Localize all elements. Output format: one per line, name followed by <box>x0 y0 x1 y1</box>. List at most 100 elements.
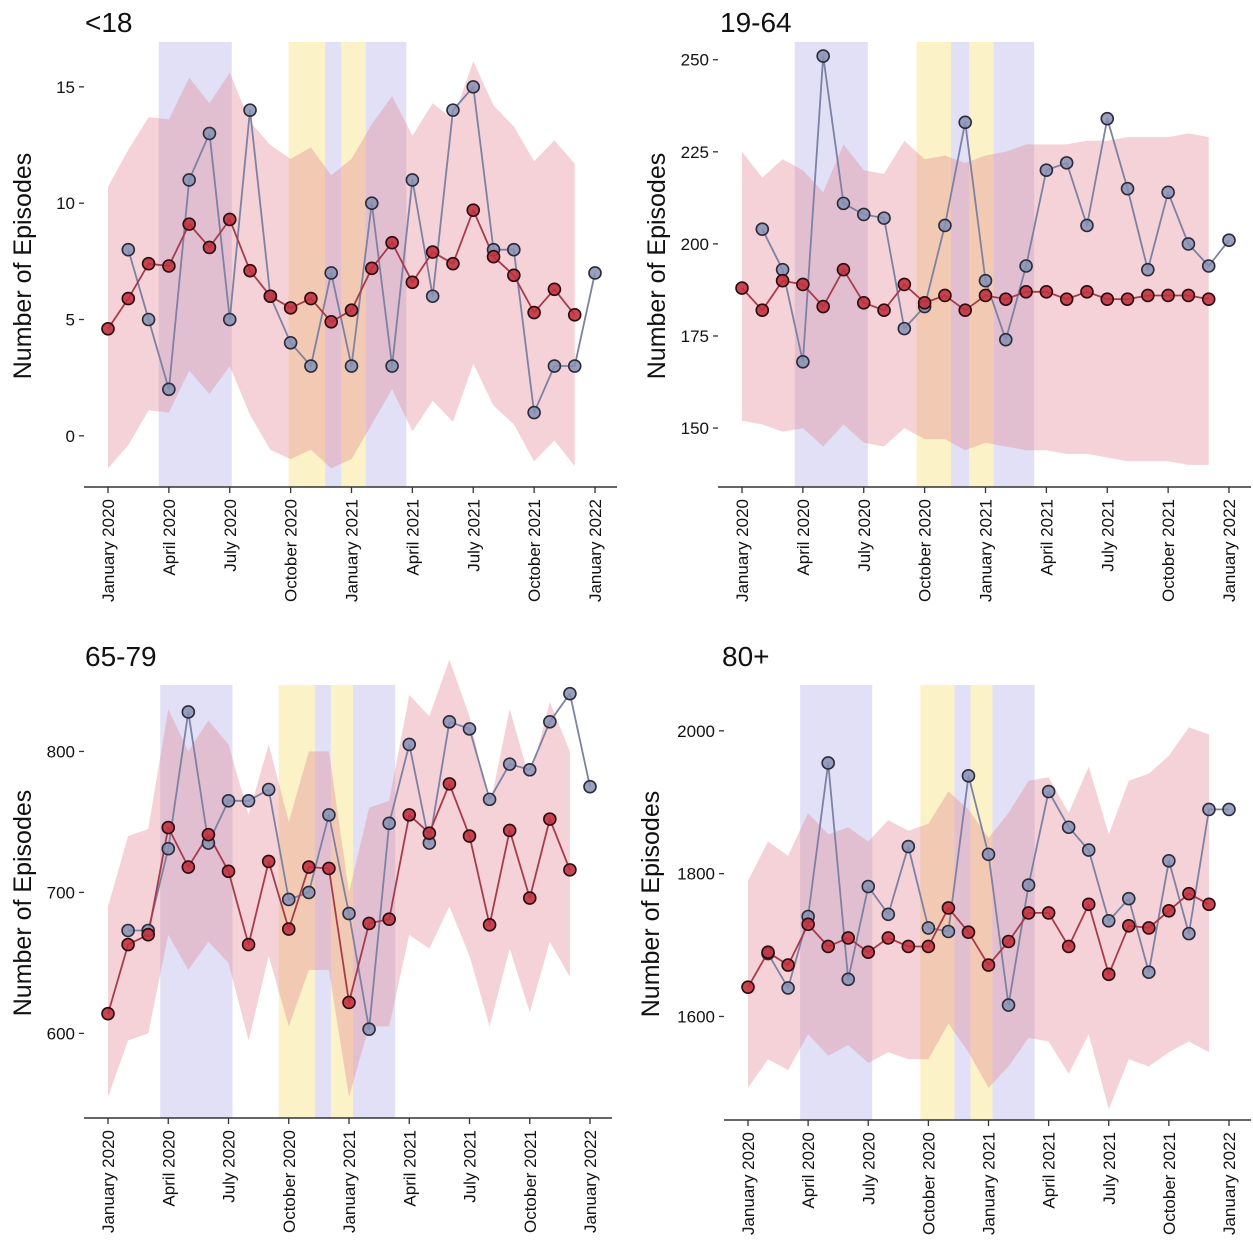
y-tick-label: 5 <box>66 311 75 330</box>
x-tick-label: July 2021 <box>461 1130 480 1203</box>
expected-point <box>1201 292 1216 306</box>
observed-point <box>446 103 460 117</box>
observed-point <box>222 312 237 327</box>
x-tick-label: October 2020 <box>280 1130 299 1233</box>
expected-point <box>755 303 770 318</box>
expected-point <box>422 826 437 841</box>
observed-point <box>181 705 196 719</box>
observed-point <box>881 907 896 922</box>
x-tick-label: January 2022 <box>1220 499 1239 602</box>
observed-point <box>1100 111 1115 126</box>
lockdown-period-band <box>314 685 331 1118</box>
x-tick-label: July 2020 <box>855 499 874 572</box>
observed-point <box>385 359 399 373</box>
x-tick-label: April 2021 <box>403 499 422 576</box>
x-tick-label: October 2020 <box>919 1132 938 1235</box>
expected-point <box>841 931 856 945</box>
x-tick-label: January 2021 <box>343 499 362 602</box>
expected-point <box>141 256 156 271</box>
intermediate-period-band <box>288 42 326 487</box>
y-tick-label: 1600 <box>677 1007 715 1026</box>
y-tick-label: 250 <box>681 51 709 70</box>
panel-80-plus: January 2020 April 2020 July 2020 October 2… <box>637 641 1251 1235</box>
observed-point <box>961 769 976 783</box>
expected-point <box>1081 897 1096 912</box>
intermediate-period-band <box>969 42 994 487</box>
x-tick-label: July 2021 <box>1098 499 1117 572</box>
observed-point <box>482 792 497 807</box>
expected-point <box>522 891 537 905</box>
expected-point <box>567 308 582 322</box>
expected-point <box>322 861 336 876</box>
observed-point <box>121 923 135 938</box>
lockdown-period-band <box>160 685 233 1118</box>
observed-point <box>283 335 298 350</box>
observed-point <box>1161 185 1175 200</box>
observed-point <box>543 715 557 729</box>
expected-point <box>781 958 795 972</box>
observed-point <box>382 816 396 831</box>
observed-point <box>1081 843 1096 857</box>
observed-point <box>941 924 956 939</box>
panel-title: <18 <box>85 7 133 38</box>
expected-point <box>342 995 356 1010</box>
x-tick-label: April 2020 <box>159 1130 178 1207</box>
observed-point <box>921 921 936 935</box>
expected-point <box>527 305 541 320</box>
observed-point <box>302 885 316 900</box>
observed-point <box>981 847 996 862</box>
expected-point <box>466 203 481 217</box>
observed-point <box>261 782 276 797</box>
expected-point <box>121 291 136 306</box>
expected-point <box>1182 886 1196 901</box>
expected-point <box>304 291 318 306</box>
expected-point <box>182 217 196 231</box>
intermediate-period-band <box>970 685 993 1120</box>
observed-point <box>1001 998 1016 1012</box>
panel-title: 80+ <box>722 641 770 672</box>
observed-point <box>161 841 176 856</box>
expected-point <box>486 249 501 264</box>
observed-point <box>402 737 417 752</box>
expected-point <box>101 322 115 336</box>
observed-point <box>775 262 790 277</box>
expected-point <box>425 245 440 259</box>
x-tick-label: January 2020 <box>739 1132 758 1235</box>
x-tick-label: July 2021 <box>464 499 483 572</box>
x-tick-label: January 2020 <box>733 499 752 602</box>
observed-point <box>1202 802 1216 817</box>
expected-point <box>735 281 749 295</box>
expected-point <box>161 820 176 835</box>
observed-point <box>304 359 318 373</box>
expected-point <box>101 1006 115 1021</box>
observed-point <box>1061 820 1076 835</box>
observed-point <box>836 196 851 211</box>
expected-point <box>1061 939 1076 954</box>
y-tick-label: 2000 <box>677 722 715 741</box>
observed-point <box>162 382 176 397</box>
lockdown-period-band <box>951 42 970 487</box>
expected-point <box>547 282 562 297</box>
observed-point <box>1021 878 1036 892</box>
observed-point <box>856 207 871 222</box>
intermediate-period-band <box>916 42 952 487</box>
expected-point <box>543 812 557 826</box>
expected-point <box>1120 292 1135 306</box>
expected-point <box>243 263 257 278</box>
lockdown-period-band <box>992 685 1035 1120</box>
expected-point <box>442 777 457 791</box>
x-tick-label: January 2020 <box>99 1130 118 1233</box>
x-tick-label: January 2022 <box>586 499 605 602</box>
observed-point <box>821 756 835 770</box>
lockdown-period-band <box>325 42 342 487</box>
observed-point <box>588 266 602 280</box>
observed-point <box>1182 926 1196 941</box>
x-tick-label: April 2020 <box>799 1132 818 1209</box>
expected-point <box>121 937 135 952</box>
expected-range-ribbon <box>108 61 575 469</box>
expected-point <box>446 256 460 271</box>
observed-point <box>583 779 597 794</box>
expected-point <box>741 980 755 994</box>
y-tick-label: 700 <box>47 883 75 902</box>
